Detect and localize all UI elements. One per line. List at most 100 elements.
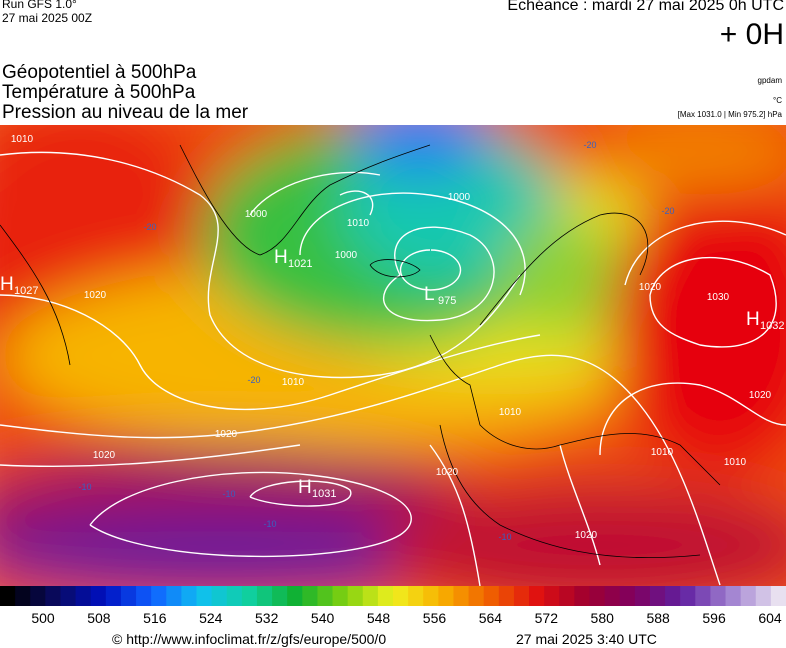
colorbar-swatch (30, 586, 46, 606)
isobar-label: 1000 (245, 209, 268, 220)
colorbar-swatch (680, 586, 696, 606)
pressure-center-letter: L (424, 284, 435, 305)
colorbar-tick-label: 564 (479, 610, 503, 626)
isobar-label: 1000 (335, 250, 358, 261)
pressure-center-value: 975 (438, 295, 456, 307)
colorbar-tick-label: 500 (31, 610, 55, 626)
pressure-center-value: 1031 (312, 488, 336, 500)
colorbar-swatch (120, 586, 137, 606)
colorbar-swatch (256, 586, 273, 606)
colorbar-swatch (725, 586, 742, 606)
colorbar-swatch (498, 586, 515, 606)
colorbar-swatch (347, 586, 364, 606)
colorbar-tick-label: 540 (311, 610, 335, 626)
generated-time: 27 mai 2025 3:40 UTC (516, 631, 657, 647)
colorbar-tick-label: 556 (423, 610, 447, 626)
colorbar-swatch (649, 586, 666, 606)
isobar-label: 1020 (575, 530, 598, 541)
colorbar-tick-label: 572 (535, 610, 559, 626)
colorbar-swatch (423, 586, 439, 606)
colorbar-tick-label: 532 (255, 610, 279, 626)
isobar-label: 1030 (707, 292, 730, 303)
colorbar-swatch (15, 586, 31, 606)
colorbar-swatch (559, 586, 575, 606)
source-url: © http://www.infoclimat.fr/z/gfs/europe/… (112, 631, 387, 647)
pressure-center-letter: H (298, 477, 312, 498)
colorbar-swatch (317, 586, 334, 606)
colorbar-swatch (740, 586, 757, 606)
run-date: 27 mai 2025 00Z (2, 11, 93, 25)
colorbar-swatch (362, 586, 379, 606)
temperature-label: -10 (78, 482, 91, 492)
colorbar-tick-label: 508 (87, 610, 111, 626)
colorbar-swatch (634, 586, 651, 606)
temperature-label: -20 (583, 140, 596, 150)
colorbar-swatch (0, 586, 16, 606)
map: 1010 1000 1010 1000 1000 1020 1010 1020 1020 1030… (0, 125, 786, 586)
pressure-center-letter: H (0, 274, 14, 295)
colorbar-swatch (287, 586, 303, 606)
colorbar: 500 508 516 524 532 540 548 556 564 572 580 588 596 6… (0, 586, 786, 626)
colorbar-swatch (45, 586, 61, 606)
colorbar-swatch (377, 586, 394, 606)
colorbar-swatch (438, 586, 454, 606)
colorbar-swatch (60, 586, 77, 606)
colorbar-swatch (513, 586, 530, 606)
temperature-label: -20 (247, 375, 260, 385)
colorbar-tick-label: 596 (702, 610, 726, 626)
isobar-label: 1020 (215, 429, 238, 440)
isobar-label: 1020 (639, 282, 662, 293)
colorbar-swatch (393, 586, 409, 606)
colorbar-swatch (544, 586, 560, 606)
isobar-label: 1010 (347, 218, 370, 229)
colorbar-swatch (302, 586, 318, 606)
colorbar-swatch (408, 586, 424, 606)
pressure-center-letter: H (274, 247, 288, 268)
unit: [Max 1031.0 | Min 975.2] hPa (677, 110, 782, 119)
colorbar-tick-label: 604 (758, 610, 782, 626)
colorbar-swatch (332, 586, 349, 606)
coastlines (0, 144, 721, 559)
colorbar-tick-label: 524 (199, 610, 223, 626)
pressure-center-value: 1027 (14, 285, 38, 297)
isobar-label: 1010 (11, 134, 34, 145)
colorbar-swatch (136, 586, 152, 606)
unit: gpdam (757, 76, 782, 85)
colorbar-swatch (75, 586, 92, 606)
colorbar-tick-label: 588 (646, 610, 670, 626)
unit: °C (773, 96, 782, 105)
colorbar-swatch (604, 586, 621, 606)
colorbar-swatch (619, 586, 636, 606)
colorbar-swatch (151, 586, 167, 606)
colorbar-swatch (529, 586, 545, 606)
colorbar-swatch (272, 586, 288, 606)
run: Run GFS 1.0° (2, 0, 77, 11)
lead-time: + 0H (719, 18, 784, 51)
isobar-label: 1020 (436, 467, 459, 478)
temperature-label: -10 (263, 519, 276, 529)
colorbar-swatch (755, 586, 772, 606)
isobar-label: 1000 (448, 192, 471, 203)
colorbar-swatch (211, 586, 228, 606)
colorbar-swatch (483, 586, 500, 606)
isobar-label: 1010 (282, 377, 305, 388)
colorbar-swatch (241, 586, 258, 606)
pressure-center-value: 1032 (760, 320, 784, 332)
layer: Géopotentiel à 500hPa (2, 62, 197, 83)
colorbar-swatch (710, 586, 727, 606)
colorbar-swatch (90, 586, 107, 606)
colorbar-swatch (226, 586, 243, 606)
colorbar-swatch (453, 586, 470, 606)
temperature-label: -20 (143, 222, 156, 232)
isobar-label: 1010 (651, 447, 674, 458)
pressure-center-value: 1021 (288, 258, 312, 270)
isobar-label: 1010 (499, 407, 522, 418)
isobar-label: 1020 (749, 390, 772, 401)
colorbar-tick-label: 516 (143, 610, 167, 626)
pressure-center-letter: H (746, 309, 760, 330)
colorbar-swatch (468, 586, 485, 606)
colorbar-swatch (166, 586, 182, 606)
temperature-label: -10 (222, 489, 235, 499)
colorbar-swatch (695, 586, 711, 606)
